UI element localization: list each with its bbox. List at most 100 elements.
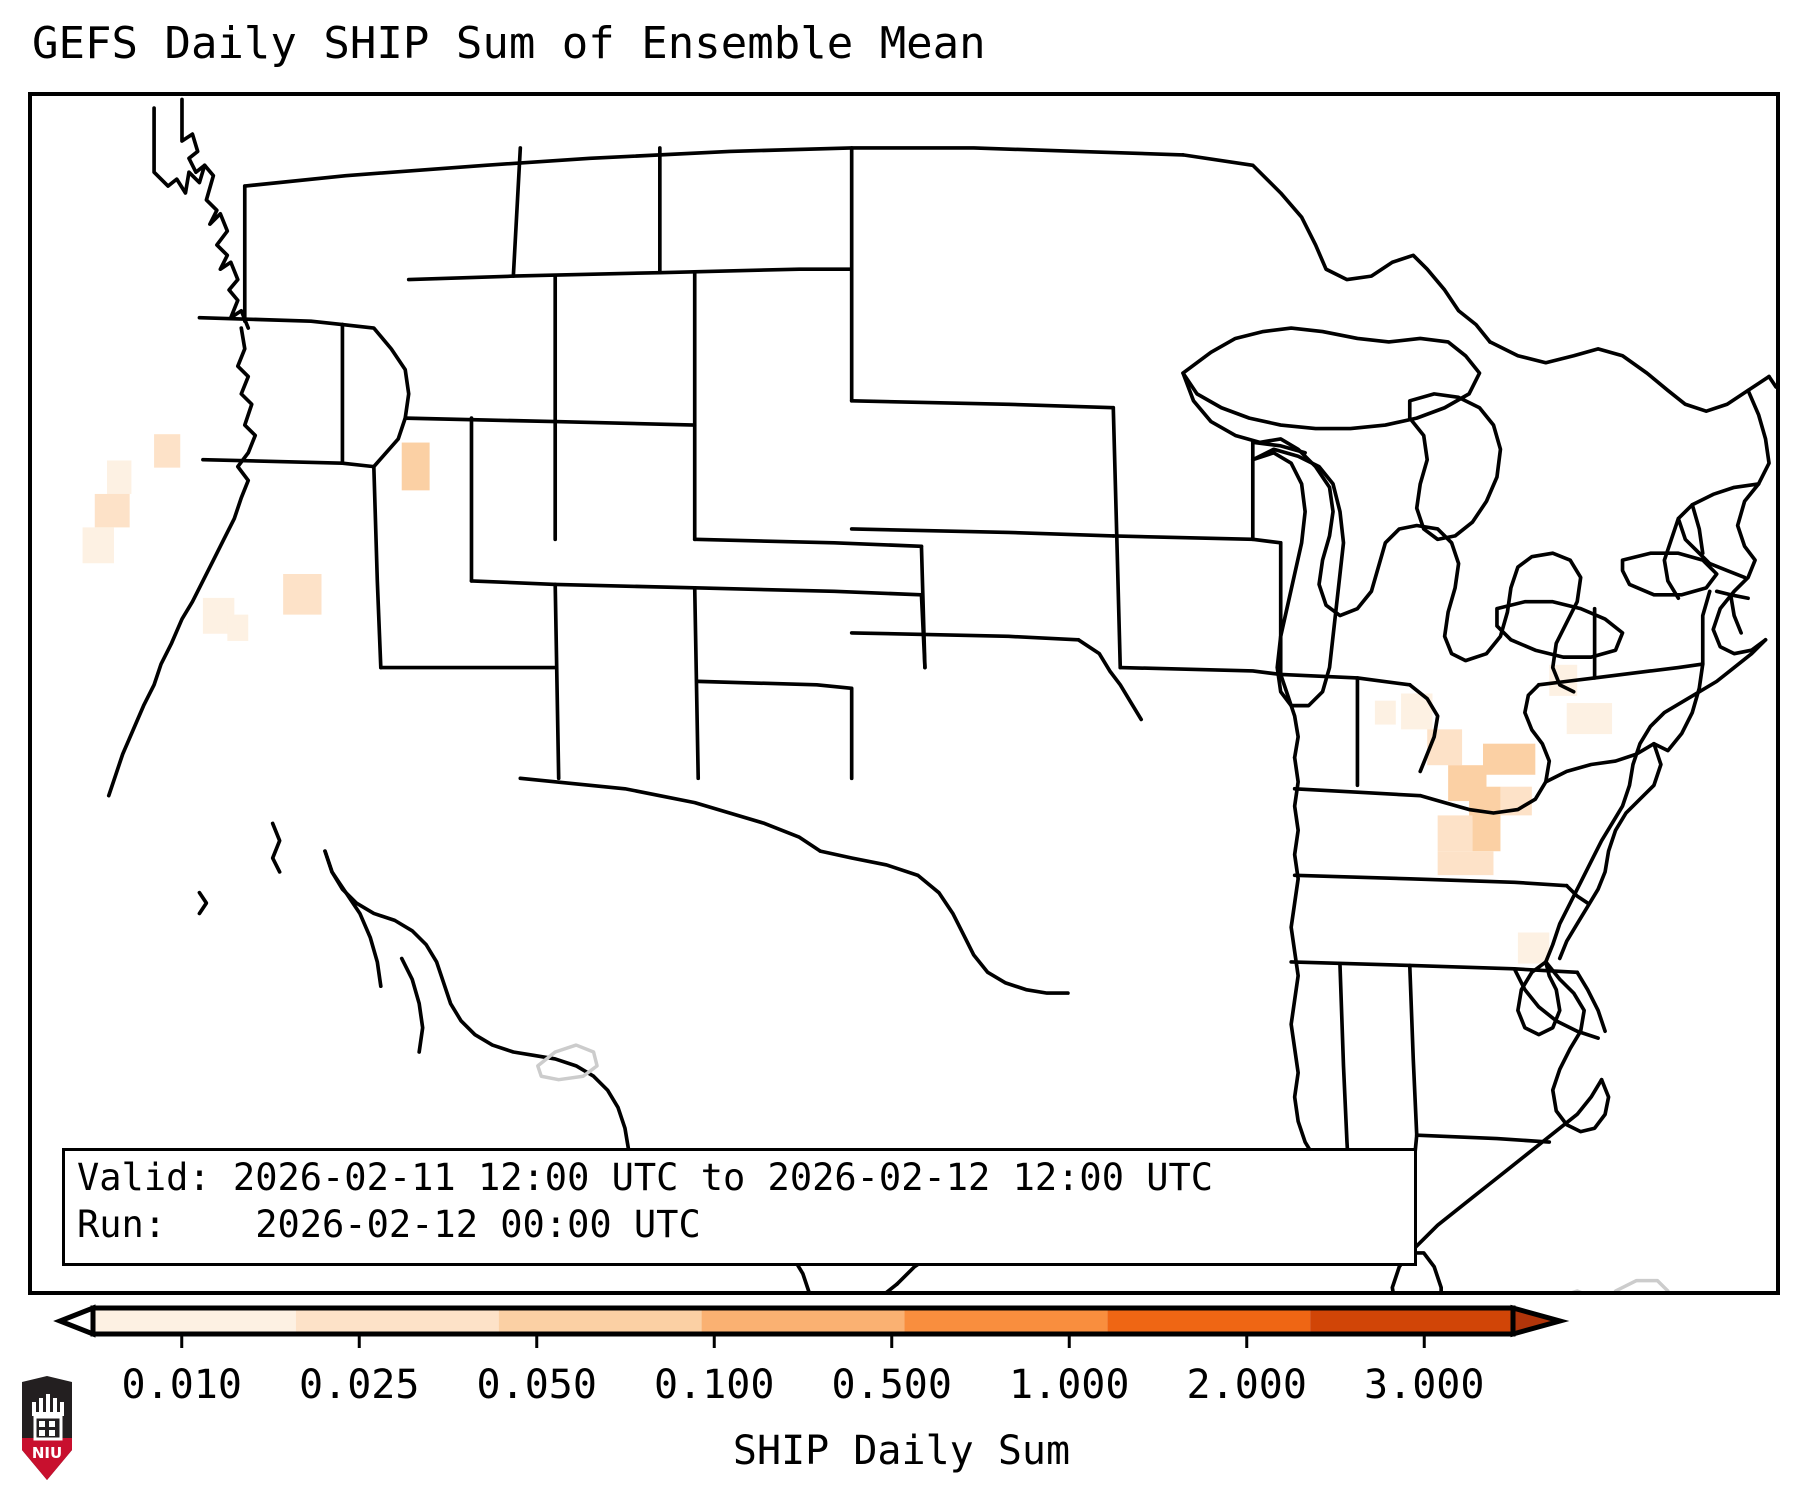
colorbar-tick-label: 0.100 [654, 1362, 775, 1408]
run-time-text: Run: 2026-02-12 00:00 UTC [77, 1203, 701, 1246]
ship-cell [227, 614, 249, 641]
colorbar-outline [90, 1305, 1516, 1337]
colorbar-band [295, 1308, 499, 1334]
mississippi-river-lower [1289, 755, 1332, 1176]
in-oh-ky-nw [1407, 683, 1440, 774]
valid-run-infobox: Valid: 2026-02-11 12:00 UTC to 2026-02-1… [62, 1148, 1417, 1266]
al-ga-border [1407, 963, 1419, 1137]
ship-cell [1472, 815, 1501, 852]
ship-cell [1427, 729, 1463, 766]
ca-nv-diag [371, 464, 383, 670]
se-coast [1407, 1077, 1604, 1255]
pa-nj-east [1652, 662, 1705, 753]
ship-cell [283, 574, 322, 615]
colorbar-bands [53, 1304, 1570, 1338]
il-in-oh-north [1278, 672, 1412, 687]
border-lake-of-woods-superior [1181, 153, 1492, 344]
lake-ontario [1620, 551, 1719, 597]
lake-superior [1181, 326, 1482, 431]
caribbean-outlines [536, 1043, 1670, 1291]
pa-wv-md-border [1543, 741, 1656, 784]
ship-cell [1483, 743, 1536, 775]
us-map [82, 97, 1776, 1291]
ship-cell [82, 527, 114, 564]
carolina-outer-banks [1543, 960, 1611, 1134]
colorbar-band [1310, 1308, 1513, 1334]
nc-sc-border [1575, 970, 1607, 1034]
channel-islands [270, 821, 282, 874]
il-ky-ohio-river [1292, 786, 1423, 798]
colorbar-tick-label: 0.050 [476, 1362, 597, 1408]
colorbar-band [701, 1308, 905, 1334]
ga-fl-border [1414, 1133, 1552, 1144]
colorbar-band [904, 1308, 1108, 1334]
id-east [340, 322, 411, 469]
sm-island [197, 890, 209, 916]
gulf-of-california [399, 956, 425, 1054]
ok-ks [919, 592, 927, 670]
colorbar-band [498, 1308, 702, 1334]
ok-ar-tx-red-river [1076, 637, 1144, 722]
colorbar-tick-label: 1.000 [1009, 1362, 1130, 1408]
colorbar[interactable] [0, 1300, 1803, 1362]
ny-pa-east [1700, 589, 1712, 666]
ship-cell [1566, 703, 1613, 735]
valid-time-text: Valid: 2026-02-11 12:00 UTC to 2026-02-1… [77, 1156, 1214, 1199]
ga-sc-border [1512, 967, 1600, 1040]
ne-ia-mo [1111, 534, 1283, 545]
ship-cell [1469, 786, 1501, 821]
pacific-nw-coast [152, 106, 251, 330]
border-east-edge [1767, 374, 1776, 389]
va-nc-md [1557, 741, 1663, 961]
vt-ny-champlain [1662, 516, 1681, 601]
colorbar-tick-label: 0.010 [121, 1362, 242, 1408]
ship-cell [401, 442, 430, 491]
lake-huron [1407, 392, 1503, 542]
ky-tn-border [1292, 873, 1569, 888]
ship-cell [154, 434, 181, 468]
nm-tx-west [692, 586, 701, 781]
co-nm-ok-border [692, 586, 924, 597]
colorbar-over-arrow [1510, 1304, 1570, 1338]
nd-sd-border [849, 398, 1116, 410]
ship-cell [1437, 851, 1494, 876]
ship-cell [1437, 815, 1473, 852]
pa-oh-north [1536, 662, 1705, 687]
colorbar-ticks [180, 1334, 1426, 1348]
tn-ms-al-ga-nc [1289, 960, 1580, 975]
colorbar-tick-label: 0.500 [831, 1362, 952, 1408]
lake-michigan [1250, 447, 1346, 708]
colorbar-tick-label: 0.025 [299, 1362, 420, 1408]
colorbar-tick-label: 2.000 [1186, 1362, 1307, 1408]
border-superior-huron [1488, 340, 1771, 414]
florida-peninsula [1390, 1251, 1443, 1291]
ship-cell [1374, 700, 1396, 725]
wy-ut-border [403, 416, 697, 427]
svg-text:NIU: NIU [32, 1444, 62, 1462]
colorbar-region: 0.010 0.025 0.050 0.100 0.500 1.000 2.000 3.000… [0, 1300, 1803, 1500]
mid-atlantic-coast [1543, 637, 1768, 964]
ship-cell [1517, 932, 1550, 964]
california-coast-upper [106, 326, 258, 798]
mt-wy-border [511, 267, 854, 278]
ut-co-az-nm [469, 579, 697, 590]
colorbar-axis-label: SHIP Daily Sum [732, 1428, 1071, 1474]
co-ne-ks-border [692, 537, 924, 549]
ok-tx-north [849, 631, 1081, 642]
northern-border-west [242, 146, 1185, 188]
ia-mo-border [1118, 665, 1283, 677]
us-mexico-border-west [518, 776, 823, 853]
texas-gulf-coast [885, 1282, 899, 1291]
ma-nh-border [1707, 561, 1747, 580]
nm-tx-panhandle [696, 679, 854, 781]
mn-wi-border [1250, 440, 1307, 455]
bahamas-2 [1613, 1278, 1670, 1291]
map-frame [28, 92, 1780, 1295]
tn-va-nc [1564, 883, 1590, 905]
il-mo-mississippi [1278, 672, 1300, 760]
ny-vt-nh-me [1676, 482, 1761, 566]
new-england-coast-north [1711, 388, 1771, 656]
lake-erie [1495, 599, 1625, 659]
page-title: GEFS Daily SHIP Sum of Ensemble Mean [32, 18, 986, 69]
